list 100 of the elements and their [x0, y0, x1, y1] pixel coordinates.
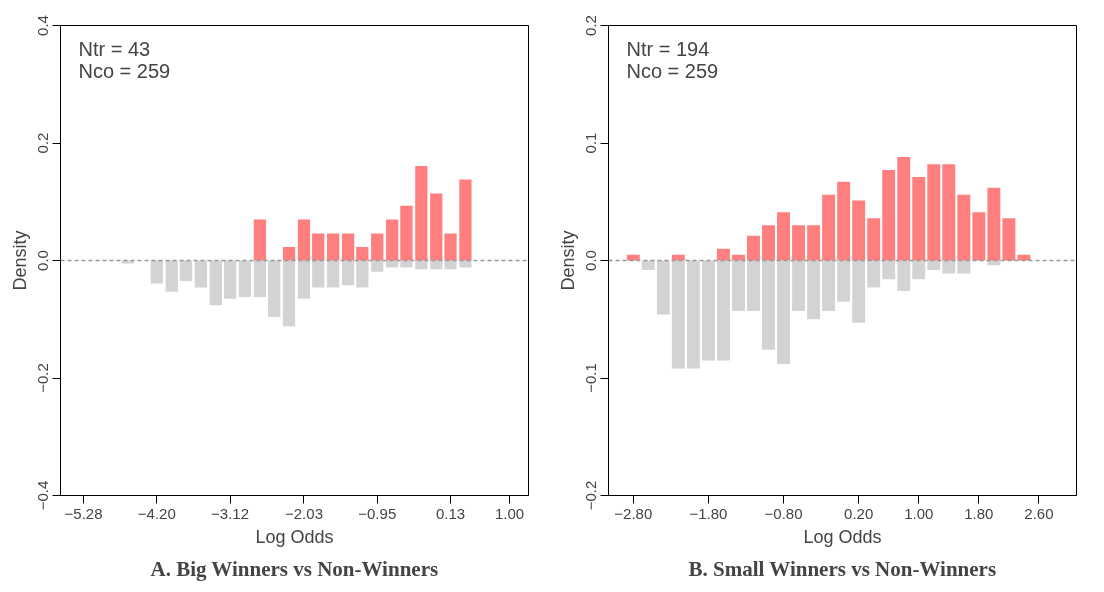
- bar: [282, 246, 296, 261]
- bar: [327, 233, 340, 261]
- text: B. Small Winners vs Non-Winners: [688, 556, 997, 581]
- bar: [867, 218, 881, 261]
- bar: [371, 260, 384, 272]
- bar: [209, 260, 222, 306]
- y-tick-label: 0.0: [33, 250, 51, 271]
- bar: [912, 260, 926, 280]
- bar: [238, 260, 252, 297]
- x-tick-label: 1.00: [904, 504, 934, 522]
- y-tick-label: 0.4: [33, 15, 51, 36]
- bar: [716, 260, 730, 361]
- x-tick-label: −5.28: [64, 504, 103, 522]
- bar: [957, 260, 971, 274]
- bar: [641, 260, 655, 270]
- y-axis-title: Density: [557, 230, 578, 291]
- bar: [253, 260, 267, 297]
- bar: [253, 219, 267, 261]
- bar: [386, 219, 399, 261]
- bar: [701, 260, 715, 361]
- bar: [897, 157, 911, 261]
- bar: [194, 260, 208, 288]
- y-tick-label: −0.4: [33, 480, 51, 511]
- bar: [327, 260, 340, 288]
- bar: [807, 225, 821, 261]
- bar: [987, 187, 1001, 261]
- bar: [297, 260, 311, 299]
- bar: [400, 260, 413, 268]
- bar: [400, 205, 413, 261]
- bar: [837, 181, 851, 261]
- bar: [165, 260, 178, 292]
- y-tick-label: 0.2: [33, 132, 51, 154]
- bar: [762, 260, 775, 350]
- bar: [1017, 254, 1031, 261]
- bar: [852, 260, 866, 323]
- x-tick-label: −3.12: [211, 504, 250, 522]
- x-tick-label: 2.60: [1024, 504, 1054, 522]
- y-tick-label: 0.0: [581, 250, 599, 271]
- annotation: Ntr = 194: [626, 37, 710, 60]
- annotation: Ntr = 43: [78, 37, 151, 60]
- bar: [957, 194, 971, 261]
- bar: [927, 260, 941, 270]
- x-tick-label: −0.80: [764, 504, 803, 522]
- bar: [179, 260, 193, 282]
- annotation: Nco = 259: [78, 59, 171, 82]
- bar: [371, 233, 384, 261]
- bar: [356, 246, 369, 261]
- bar: [282, 260, 296, 327]
- bar: [656, 260, 670, 315]
- x-tick-label: 0.20: [844, 504, 874, 522]
- bar: [882, 260, 896, 280]
- y-tick-label: −0.1: [581, 363, 599, 393]
- y-tick-label: −0.2: [33, 363, 51, 393]
- bar: [732, 260, 745, 312]
- bar: [807, 260, 821, 320]
- x-tick-label: 0.13: [435, 504, 466, 522]
- bar: [777, 212, 790, 261]
- bar: [822, 260, 836, 312]
- bar: [792, 260, 806, 312]
- y-tick-label: −0.2: [581, 480, 599, 511]
- x-tick-label: −2.03: [285, 504, 323, 522]
- bar: [792, 225, 806, 261]
- bar: [852, 200, 866, 261]
- bar: [356, 260, 369, 288]
- bar: [312, 260, 325, 288]
- bar: [268, 260, 281, 317]
- bar: [444, 260, 457, 270]
- text: A. Big Winners vs Non-Winners: [150, 556, 439, 581]
- bar: [747, 235, 760, 261]
- bar: [942, 260, 956, 274]
- x-tick-label: 1.80: [964, 504, 994, 522]
- bar: [732, 254, 745, 261]
- bar: [747, 260, 760, 312]
- y-axis-title: Density: [9, 230, 30, 291]
- x-tick-label: −0.95: [358, 504, 397, 522]
- x-tick-label: 1.00: [494, 504, 525, 522]
- x-tick-label: −4.20: [137, 504, 176, 522]
- bar: [671, 260, 685, 369]
- bar: [716, 248, 730, 261]
- bar: [150, 260, 163, 284]
- bar: [822, 194, 836, 261]
- bar: [927, 164, 941, 261]
- x-tick-label: −2.80: [614, 504, 653, 522]
- bar: [459, 179, 472, 261]
- bar: [762, 225, 775, 261]
- y-tick-label: 0.2: [581, 15, 599, 36]
- bar: [626, 254, 640, 261]
- bar: [386, 260, 399, 268]
- bar: [430, 193, 443, 261]
- bar: [415, 165, 428, 261]
- bar: [972, 212, 986, 261]
- bar: [686, 260, 700, 369]
- bar: [297, 219, 311, 261]
- bar: [882, 170, 896, 261]
- bar: [777, 260, 790, 364]
- bar: [444, 233, 457, 261]
- x-tick-label: −1.80: [689, 504, 728, 522]
- bar: [897, 260, 911, 292]
- bar: [837, 260, 851, 302]
- bar: [1002, 218, 1016, 261]
